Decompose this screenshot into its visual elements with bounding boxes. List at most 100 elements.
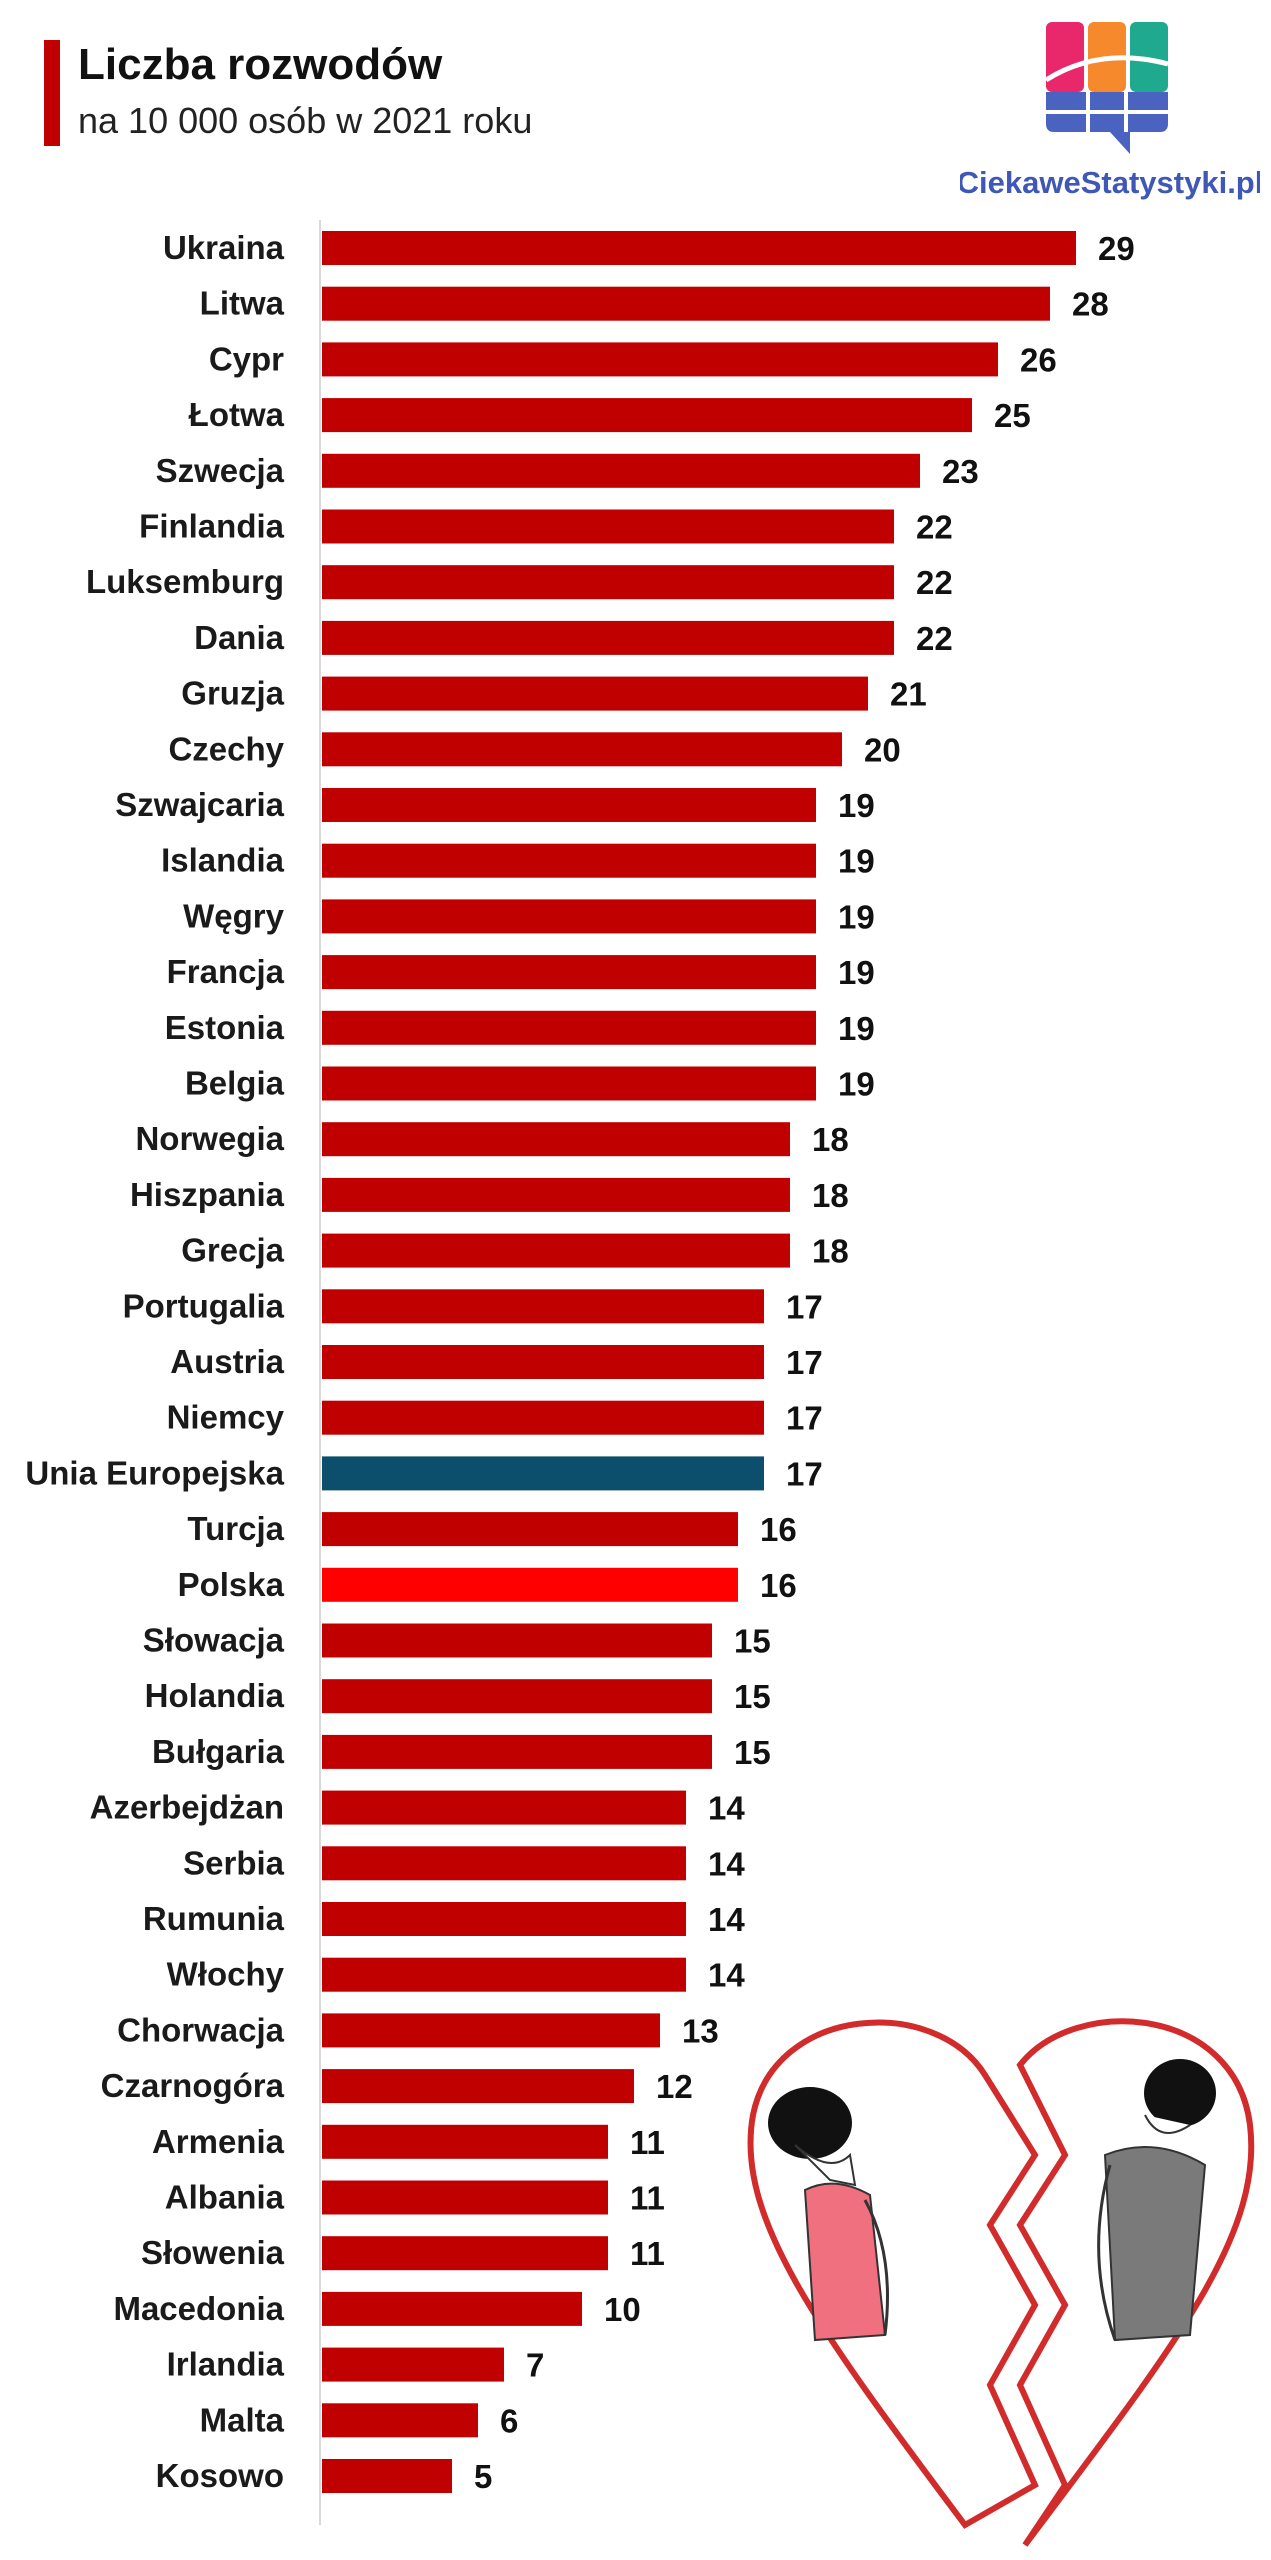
- bar: [322, 342, 998, 377]
- bar: [322, 2069, 634, 2104]
- value-label: 6: [500, 2402, 518, 2439]
- bar: [322, 1066, 816, 1101]
- category-label: Niemcy: [167, 1399, 285, 1436]
- value-label: 28: [1072, 286, 1109, 323]
- category-label: Albania: [165, 2179, 285, 2216]
- value-label: 14: [708, 1901, 745, 1938]
- woman-figure: [768, 2087, 889, 2342]
- bar: [322, 2236, 608, 2271]
- category-label: Chorwacja: [117, 2011, 285, 2048]
- value-label: 10: [604, 2291, 641, 2328]
- category-label: Hiszpania: [130, 1176, 285, 1213]
- value-label: 18: [812, 1121, 849, 1158]
- value-label: 11: [630, 2124, 665, 2161]
- bar: [322, 2291, 582, 2326]
- value-label: 19: [838, 898, 875, 935]
- title-accent-bar: [44, 40, 60, 146]
- value-label: 15: [734, 1623, 771, 1660]
- logo-text: CiekaweStatystyki.pl: [960, 165, 1260, 200]
- bar: [322, 509, 894, 544]
- logo-graphic: CiekaweStatystyki.pl: [957, 22, 1263, 200]
- bar: [322, 1289, 764, 1324]
- value-label: 17: [786, 1455, 823, 1492]
- category-label: Serbia: [183, 1844, 285, 1881]
- bar: [322, 620, 894, 655]
- value-label: 20: [864, 731, 901, 768]
- category-label: Bułgaria: [152, 1733, 285, 1770]
- bar: [322, 732, 842, 767]
- bar: [322, 899, 816, 934]
- bar: [322, 2403, 478, 2438]
- bars-group: Ukraina 29 Litwa 28 Cypr 26 Łotwa 25 Szwecja 23 Fi…: [25, 229, 1134, 2495]
- category-label: Turcja: [187, 1510, 284, 1547]
- bar: [322, 398, 972, 433]
- bar: [322, 843, 816, 878]
- value-label: 25: [994, 397, 1031, 434]
- bar: [322, 2459, 452, 2493]
- bar: [322, 676, 868, 711]
- bar: [322, 1790, 686, 1825]
- ciekawestatystyki-logo[interactable]: CiekaweStatystyki.pl: [957, 18, 1263, 208]
- value-label: 22: [916, 509, 953, 546]
- bar: [322, 286, 1050, 321]
- bar: [322, 1846, 686, 1881]
- value-label: 19: [838, 1010, 875, 1047]
- category-label: Islandia: [161, 842, 285, 879]
- value-label: 29: [1098, 230, 1135, 267]
- category-label: Estonia: [165, 1009, 285, 1046]
- value-label: 21: [890, 676, 927, 713]
- category-label: Malta: [200, 2401, 285, 2438]
- category-label: Węgry: [183, 897, 285, 934]
- bar: [322, 1512, 738, 1547]
- bar: [322, 2124, 608, 2159]
- bar: [322, 2180, 608, 2215]
- heart-left-outline: [747, 2019, 1039, 2529]
- category-label: Rumunia: [143, 1900, 285, 1937]
- man-figure: [1097, 2059, 1216, 2342]
- category-label: Szwajcaria: [115, 786, 284, 823]
- bar: [322, 231, 1076, 265]
- value-label: 13: [682, 2012, 719, 2049]
- bar: [322, 1679, 712, 1714]
- category-label: Armenia: [152, 2123, 285, 2160]
- value-label: 5: [474, 2458, 492, 2495]
- value-label: 14: [708, 1845, 745, 1882]
- value-label: 18: [812, 1233, 849, 1270]
- value-label: 18: [812, 1177, 849, 1214]
- value-label: 17: [786, 1288, 823, 1325]
- category-label: Norwegia: [135, 1120, 284, 1157]
- category-label: Dania: [194, 619, 285, 656]
- bar: [322, 1345, 764, 1379]
- value-label: 19: [838, 1066, 875, 1103]
- category-label: Austria: [170, 1343, 284, 1380]
- category-label: Litwa: [200, 285, 285, 322]
- value-label: 14: [708, 1790, 745, 1827]
- value-label: 11: [630, 2235, 665, 2272]
- value-label: 19: [838, 843, 875, 880]
- bar: [322, 1567, 738, 1602]
- category-label: Słowacja: [143, 1622, 285, 1659]
- chart-subtitle: na 10 000 osób w 2021 roku: [78, 100, 533, 141]
- category-label: Unia Europejska: [25, 1454, 284, 1491]
- heart-right-outline: [1016, 2018, 1255, 2547]
- category-label: Kosowo: [156, 2457, 284, 2494]
- bar: [322, 1957, 686, 1992]
- category-label: Francja: [167, 953, 285, 990]
- bar: [322, 955, 816, 990]
- category-label: Luksemburg: [86, 563, 284, 600]
- value-label: 22: [916, 564, 953, 601]
- value-label: 12: [656, 2068, 693, 2105]
- value-label: 22: [916, 620, 953, 657]
- bar: [322, 788, 816, 822]
- bar: [322, 1456, 764, 1491]
- value-label: 11: [630, 2180, 665, 2217]
- value-label: 17: [786, 1400, 823, 1437]
- value-label: 16: [760, 1567, 797, 1604]
- value-label: 26: [1020, 341, 1057, 378]
- broken-heart-illustration: [735, 2005, 1265, 2560]
- value-label: 19: [838, 787, 875, 824]
- category-label: Gruzja: [181, 675, 284, 712]
- chart-title: Liczba rozwodów: [78, 40, 443, 89]
- category-label: Cypr: [209, 340, 284, 377]
